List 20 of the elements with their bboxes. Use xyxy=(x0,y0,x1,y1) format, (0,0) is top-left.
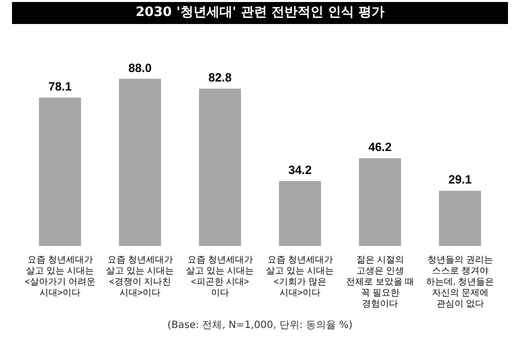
data-label: 78.1 xyxy=(48,80,72,94)
data-label: 46.2 xyxy=(368,140,392,154)
x-tick-label: 청년들의 권리는 스스로 챙겨야 하는데, 청년들은 자신의 문제에 관심이 없다 xyxy=(426,254,494,308)
data-label: 82.8 xyxy=(208,70,232,85)
data-label: 88.0 xyxy=(128,60,152,75)
bar xyxy=(39,98,81,246)
data-label: 29.1 xyxy=(448,172,472,187)
x-tick-label: 요즘 청년세대가 살고 있는 시대는 <살아가기 어려운 시대>이다 xyxy=(24,254,96,298)
chart-title: 2030 '청년세대' 관련 전반적인 인식 평가 xyxy=(12,2,508,24)
bar xyxy=(279,181,321,246)
x-tick-label: 젊은 시절의 고생은 인생 전체로 보았을 때 꼭 필요한 경험이다 xyxy=(346,254,414,308)
data-label: 34.2 xyxy=(288,163,312,178)
x-tick-label: 요즘 청년세대가 살고 있는 시대는 <경쟁이 지나친 시대>이다 xyxy=(106,254,174,298)
bar xyxy=(359,158,401,246)
bar xyxy=(439,190,481,246)
x-tick-label: 요즘 청년세대가 살고 있는 시대는 <피곤한 시대> 이다 xyxy=(186,254,254,298)
text: (Base: 전체, N=1,000, 단위: 동의율 %) xyxy=(166,319,354,332)
bar xyxy=(199,88,241,246)
x-tick-label: 요즘 청년세대가 살고 있는 시대는 <기회가 많은 시대>이다 xyxy=(266,254,334,298)
bar xyxy=(119,78,161,246)
